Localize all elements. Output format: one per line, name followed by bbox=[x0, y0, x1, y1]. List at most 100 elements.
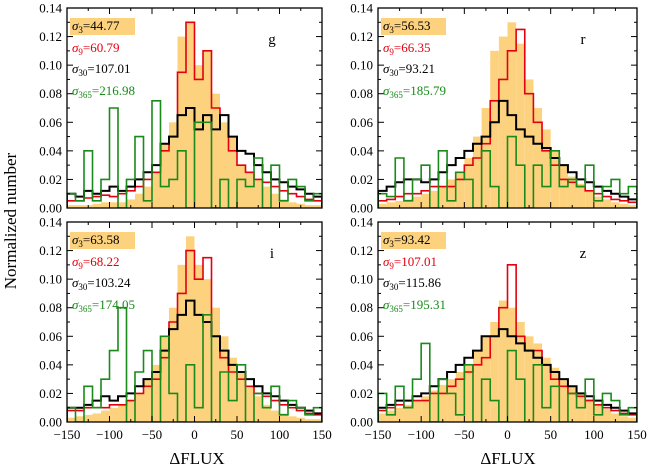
histogram-bar-sigma3 bbox=[177, 36, 186, 208]
histogram-bar-sigma3 bbox=[254, 179, 263, 208]
histogram-bar-sigma3 bbox=[533, 108, 543, 208]
y-tick-label: 0.14 bbox=[350, 215, 373, 230]
histogram-bar-sigma3 bbox=[516, 43, 525, 208]
histogram-bar-sigma3 bbox=[585, 399, 594, 422]
histogram-bar-sigma3 bbox=[288, 416, 297, 422]
legend-subscript: 3 bbox=[78, 25, 83, 35]
legend-entry-sigma9: σ9=107.01 bbox=[383, 254, 437, 271]
y-tick-label: 0.14 bbox=[39, 215, 62, 230]
legend-value: =68.22 bbox=[83, 254, 120, 269]
y-tick-label: 0.12 bbox=[350, 29, 373, 44]
histogram-bar-sigma3 bbox=[412, 400, 422, 422]
panel-i: −150 −100 −50 0 50 100 150 0.00 0.02 0.04 0.06 0.08… bbox=[39, 215, 332, 443]
histogram-step-sigma365 bbox=[378, 342, 637, 422]
histogram-bar-sigma3 bbox=[593, 196, 603, 208]
legend-entry-sigma30: σ30=115.86 bbox=[383, 275, 442, 292]
legend-sigma: σ bbox=[383, 18, 390, 33]
histogram-bar-sigma3 bbox=[271, 193, 280, 208]
histogram-step-sigma9 bbox=[67, 249, 322, 422]
histogram-bar-sigma3 bbox=[92, 413, 101, 422]
legend-subscript: 9 bbox=[389, 261, 394, 271]
plot-area bbox=[378, 22, 637, 208]
legend-value: =174.05 bbox=[92, 297, 135, 312]
y-tick-label: 0.06 bbox=[39, 115, 62, 130]
histogram-bar-sigma3 bbox=[464, 364, 473, 422]
histogram-bar-sigma3 bbox=[211, 93, 220, 208]
histogram-bar-sigma3 bbox=[143, 379, 152, 422]
histogram-bar-sigma3 bbox=[395, 200, 404, 208]
histogram-step-sigma365 bbox=[67, 100, 322, 208]
histogram-bar-sigma3 bbox=[455, 372, 465, 422]
histogram-bar-sigma3 bbox=[84, 414, 93, 422]
legend-entry-sigma3: σ3=63.58 bbox=[72, 232, 120, 249]
histogram-bar-sigma3 bbox=[271, 410, 280, 422]
legend-sigma: σ bbox=[383, 275, 390, 290]
histogram-bar-sigma3 bbox=[305, 419, 314, 422]
y-tick-label: 0.02 bbox=[350, 172, 373, 187]
x-tick-label: −50 bbox=[142, 427, 162, 442]
histogram-bar-sigma3 bbox=[245, 386, 254, 422]
y-tick-label: 0.04 bbox=[350, 357, 373, 372]
histogram-bar-sigma3 bbox=[438, 186, 448, 208]
histogram-bar-sigma3 bbox=[152, 172, 161, 208]
legend-sigma: σ bbox=[72, 40, 79, 55]
histogram-bar-sigma3 bbox=[386, 410, 396, 422]
histogram-bar-sigma3 bbox=[403, 199, 413, 208]
histogram-bar-sigma3 bbox=[194, 264, 203, 422]
histogram-bar-sigma3 bbox=[403, 404, 413, 422]
legend-highlight-box bbox=[381, 18, 446, 35]
y-tick-label: 0.08 bbox=[39, 300, 62, 315]
histogram-bar-sigma3 bbox=[429, 390, 439, 422]
y-tick-label: 0.02 bbox=[39, 172, 62, 187]
histogram-bar-sigma3 bbox=[279, 413, 288, 422]
band-label: g bbox=[268, 32, 276, 48]
legend-entry-sigma9: σ9=68.22 bbox=[72, 254, 120, 271]
legend-value: =63.58 bbox=[83, 232, 120, 247]
plot-area bbox=[67, 236, 322, 422]
legend-entry-sigma3: σ3=93.42 bbox=[383, 232, 431, 249]
sigma3-bars bbox=[378, 300, 637, 422]
histogram-bar-sigma3 bbox=[542, 357, 551, 422]
histogram-bar-sigma3 bbox=[481, 108, 491, 208]
y-tick-label: 0.08 bbox=[39, 86, 62, 101]
histogram-bar-sigma3 bbox=[438, 384, 448, 422]
histogram-bar-sigma3 bbox=[455, 172, 465, 208]
histogram-bar-sigma3 bbox=[126, 400, 135, 422]
legend-sigma: σ bbox=[72, 232, 79, 247]
histogram-bar-sigma3 bbox=[585, 190, 594, 208]
histogram-bar-sigma3 bbox=[576, 183, 586, 208]
legend-entry-sigma9: σ9=66.35 bbox=[383, 40, 431, 57]
histogram-bar-sigma3 bbox=[464, 158, 473, 208]
legend-value: =93.42 bbox=[394, 232, 431, 247]
legend-sigma: σ bbox=[383, 40, 390, 55]
histogram-bar-sigma3 bbox=[109, 202, 118, 208]
legend-subscript: 3 bbox=[389, 25, 394, 35]
histogram-bar-sigma3 bbox=[378, 203, 387, 208]
histogram-step-sigma365 bbox=[67, 306, 322, 422]
histogram-bar-sigma3 bbox=[567, 386, 577, 422]
histogram-bar-sigma3 bbox=[550, 150, 560, 208]
histogram-bar-sigma3 bbox=[498, 300, 508, 422]
legend-entry-sigma365: σ365=216.98 bbox=[72, 83, 135, 100]
legend-subscript: 3 bbox=[389, 239, 394, 249]
histogram-bar-sigma3 bbox=[305, 205, 314, 208]
histogram-bar-sigma3 bbox=[109, 407, 118, 422]
histogram-bar-sigma3 bbox=[472, 350, 482, 422]
legend-entry-sigma3: σ3=56.53 bbox=[383, 18, 431, 35]
legend-sigma: σ bbox=[72, 275, 79, 290]
histogram-bar-sigma3 bbox=[135, 193, 144, 208]
x-tick-label: 100 bbox=[270, 427, 290, 442]
legend-entry-sigma30: σ30=103.24 bbox=[72, 275, 131, 292]
x-tick-label: 0 bbox=[504, 427, 511, 442]
histogram-bar-sigma3 bbox=[169, 307, 178, 422]
legend-entry-sigma30: σ30=93.21 bbox=[383, 61, 435, 78]
legend-sigma: σ bbox=[383, 83, 390, 98]
plot-area bbox=[378, 264, 637, 422]
histogram-bar-sigma3 bbox=[472, 136, 482, 208]
histogram-bar-sigma3 bbox=[507, 307, 517, 422]
histogram-bar-sigma3 bbox=[279, 199, 288, 208]
histogram-bar-sigma3 bbox=[220, 122, 229, 208]
histogram-bar-sigma3 bbox=[135, 393, 144, 422]
histogram-bar-sigma3 bbox=[101, 410, 110, 422]
histogram-bar-sigma3 bbox=[628, 417, 637, 422]
